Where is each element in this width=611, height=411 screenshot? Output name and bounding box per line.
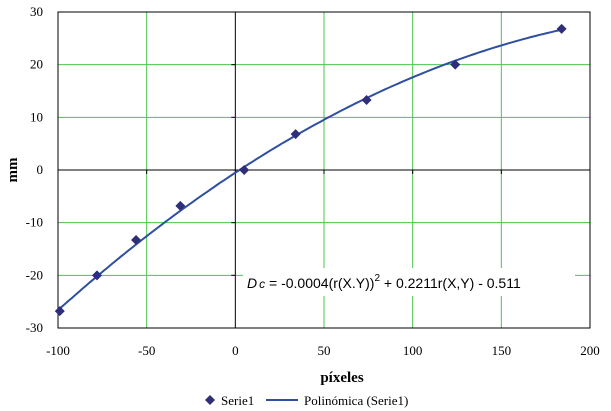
x-tick-label: 0 [232,343,239,358]
y-axis-title: mm [5,157,21,182]
x-tick-label: -50 [138,343,155,358]
data-point [361,94,372,105]
y-tick-label: 30 [30,4,43,19]
x-tick-label: 200 [580,343,600,358]
x-tick-label: 150 [492,343,512,358]
x-axis-title: píxeles [320,370,363,386]
y-tick-label: 0 [37,162,44,177]
equation-box [243,268,575,296]
data-point [450,59,461,70]
legend-diamond-icon [205,395,215,405]
y-tick-label: 10 [30,109,43,124]
data-points [54,23,567,317]
data-point [54,306,65,317]
trendline [57,28,562,311]
data-point [131,235,142,246]
y-tick-label: -20 [26,267,43,282]
trendline-group [57,28,562,311]
legend-label-series1: Serie1 [221,393,254,408]
legend-label-trendline: Polinómica (Serie1) [304,393,408,408]
data-point [175,200,186,211]
x-tick-label: 50 [318,343,331,358]
data-point [290,129,301,140]
y-tick-label: -30 [26,320,43,335]
legend: Serie1 Polinómica (Serie1) [205,393,408,408]
data-point [239,165,250,175]
x-tick-label: 100 [403,343,423,358]
y-tick-label: 20 [30,57,43,72]
data-point [92,270,103,281]
x-tick-label: -100 [46,343,70,358]
data-point [556,23,567,34]
y-tick-label: -10 [26,215,43,230]
axes [57,11,591,329]
